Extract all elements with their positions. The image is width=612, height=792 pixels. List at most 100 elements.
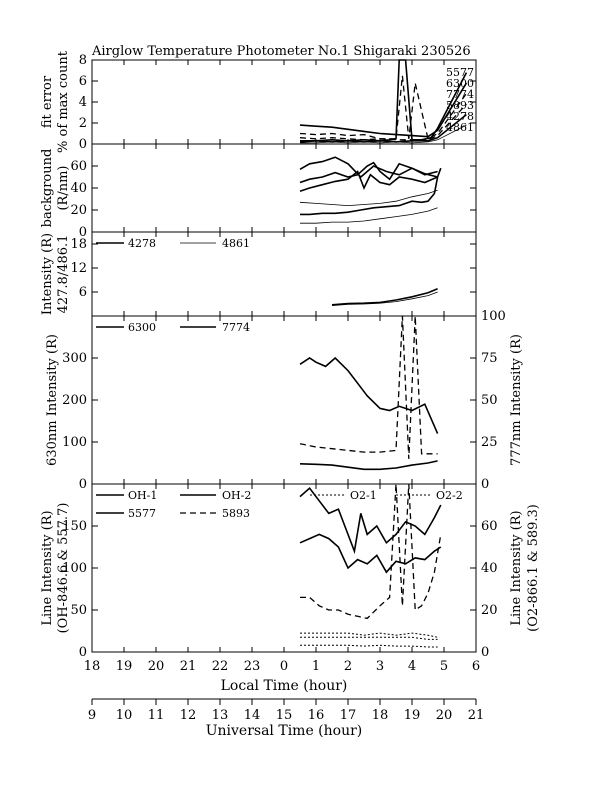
bg-ytick-label: 20 (70, 203, 87, 218)
xtick-label-local: 3 (376, 659, 384, 674)
blue-ytick-label: 18 (70, 237, 87, 252)
legend-label-O2-2: O2-2 (436, 489, 463, 502)
red-ytick-label-right: 0 (481, 477, 489, 492)
line-ytick-label: 150 (62, 519, 87, 534)
xtick-label-ut: 15 (276, 708, 293, 723)
fit-label-5577: 5577 (446, 66, 474, 79)
xtick-label-local: 4 (408, 659, 416, 674)
fit-ytick-label: 2 (79, 116, 87, 131)
xtick-label-ut: 21 (468, 708, 485, 723)
bg-ytick-label: 60 (70, 159, 87, 174)
red-series-6300-low (299, 460, 438, 471)
blue-series-4278 (331, 288, 438, 306)
red-ylabel: 630nm Intensity (R) (45, 334, 60, 466)
red-ytick-label: 0 (79, 477, 87, 492)
line-series-5893 (300, 483, 442, 620)
fit-ylabel2: % of max count (56, 50, 71, 153)
bg-ylabel2: (R/nm) (56, 165, 71, 210)
red-ytick-label-right: 50 (481, 393, 498, 408)
xtick-label-ut: 19 (404, 708, 421, 723)
line-ylabel2: (OH-846.6 & 557.7) (56, 503, 71, 634)
legend-label-5893: 5893 (222, 507, 250, 520)
line-ytick-label: 0 (79, 645, 87, 660)
red-ytick-label-right: 100 (481, 309, 506, 324)
xtick-label-ut: 13 (212, 708, 229, 723)
bg-ylabel: background (40, 149, 55, 228)
line-ytick-label-right: 0 (481, 645, 489, 660)
fit-series-5893 (299, 103, 467, 141)
xtick-label-local: 23 (244, 659, 261, 674)
legend-label-4278: 4278 (128, 237, 156, 250)
fit-label-6300: 6300 (446, 77, 474, 90)
bg-ytick-label: 40 (70, 181, 87, 196)
xtick-label-ut: 9 (88, 708, 96, 723)
line-ylabel-right2: (O2-866.1 & 589.3) (526, 504, 541, 632)
xtick-label-ut: 17 (340, 708, 357, 723)
fit-ytick-label: 0 (79, 137, 87, 152)
red-ylabel-right: 777nm Intensity (R) (509, 334, 524, 466)
xtick-label-local: 5 (440, 659, 448, 674)
xlabel-local: Local Time (hour) (221, 678, 348, 694)
red-ytick-label: 100 (62, 435, 87, 450)
red-ytick-label: 200 (62, 393, 87, 408)
xtick-label-local: 22 (212, 659, 229, 674)
xtick-label-local: 20 (148, 659, 165, 674)
xtick-label-local: 18 (84, 659, 101, 674)
line-ytick-label-right: 20 (481, 603, 498, 618)
series-layer (299, 59, 468, 648)
chart-title: Airglow Temperature Photometer No.1 Shig… (91, 44, 471, 59)
legend-label-4861: 4861 (222, 237, 250, 250)
legend-label-O2-1: O2-1 (350, 489, 377, 502)
red-ytick-label: 300 (62, 351, 87, 366)
line-series-5577 (299, 533, 442, 574)
xtick-label-local: 19 (116, 659, 133, 674)
bg-series-f (300, 207, 438, 224)
fit-label-4278: 4278 (446, 110, 474, 123)
line-ytick-label: 100 (62, 561, 87, 576)
fit-label-5893: 5893 (446, 99, 474, 112)
line-series-O2-2 (300, 636, 438, 640)
legend-label-OH-2: OH-2 (222, 489, 251, 502)
red-ytick-label-right: 75 (481, 351, 498, 366)
line-series-O2-1 (300, 632, 438, 638)
red-series-6300 (299, 356, 439, 434)
xlabel-ut: Universal Time (hour) (206, 723, 363, 739)
xtick-label-local: 0 (280, 659, 288, 674)
legend-label-6300: 6300 (128, 321, 156, 334)
line-ytick-label: 50 (70, 603, 87, 618)
blue-ytick-label: 12 (70, 261, 87, 276)
fit-ytick-label: 6 (79, 74, 87, 89)
blue-ytick-label: 6 (79, 285, 87, 300)
xtick-label-ut: 10 (116, 708, 133, 723)
xtick-label-ut: 18 (372, 708, 389, 723)
bg-series-c (299, 170, 438, 193)
blue-ylabel2: 427.8/486.1 (56, 235, 71, 314)
fit-ytick-label: 4 (79, 95, 87, 110)
bg-ytick-label: 0 (79, 225, 87, 240)
xtick-label-ut: 11 (148, 708, 165, 723)
xtick-label-local: 6 (472, 659, 480, 674)
axes-layer (91, 59, 477, 705)
xtick-label-ut: 16 (308, 708, 325, 723)
line-series-OH-1 (299, 487, 442, 555)
fit-ytick-label: 8 (79, 53, 87, 68)
blue-ylabel: Intensity (R) (40, 233, 55, 315)
fit-ylabel: fit error (40, 75, 55, 128)
legend-label-7774: 7774 (222, 321, 250, 334)
blue-series-4861 (331, 291, 438, 306)
bg-series-b (299, 161, 438, 184)
line-series-OH-2 (300, 644, 438, 648)
fit-label-4861: 4861 (446, 121, 474, 134)
fit-label-7774: 7774 (446, 88, 474, 101)
xtick-label-ut: 20 (436, 708, 453, 723)
xtick-label-local: 21 (180, 659, 197, 674)
fit-series-6300 (299, 82, 468, 138)
line-ylabel-right: Line Intensity (R) (509, 510, 524, 625)
fit-series-5577 (300, 59, 468, 142)
red-ytick-label-right: 25 (481, 435, 498, 450)
xtick-label-ut: 12 (180, 708, 197, 723)
legend-label-5577: 5577 (128, 507, 156, 520)
xtick-label-ut: 14 (244, 708, 261, 723)
